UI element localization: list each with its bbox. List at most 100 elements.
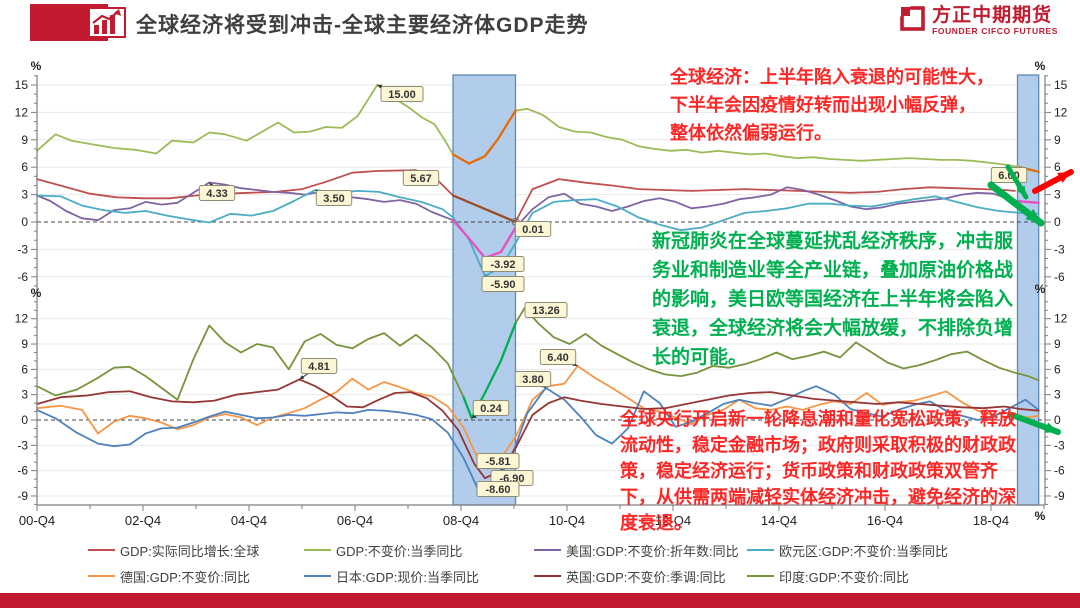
series-highlight-line — [1013, 199, 1040, 204]
y-tick-label: 9 — [1054, 133, 1061, 147]
legend-item: 英国:GDP:不变价:季调:同比 — [534, 567, 747, 586]
data-label: 15.00 — [388, 89, 416, 101]
legend-swatch — [747, 574, 774, 578]
data-label-box — [514, 221, 552, 237]
y-tick-label: 3 — [21, 388, 28, 402]
data-label-box — [476, 481, 520, 497]
y-tick-label: -3 — [1054, 242, 1065, 256]
y-tick-label: -6 — [17, 464, 28, 478]
x-tick-label: 04-Q4 — [231, 513, 267, 528]
data-label: 4.81 — [308, 361, 329, 373]
legend-swatch — [747, 548, 774, 552]
axis-unit-percent: % — [31, 286, 42, 300]
y-tick-label: 12 — [15, 312, 29, 326]
legend-label: GDP:实际同比增长:全球 — [120, 543, 260, 559]
brand: 方正中期期货 FOUNDER CIFCO FUTURES — [899, 5, 1058, 37]
y-tick-label: 6 — [21, 160, 28, 174]
legend-swatch — [304, 574, 331, 578]
legend-label: 美国:GDP:不变价:折年数:同比 — [566, 543, 739, 559]
data-label-box — [481, 256, 525, 272]
legend-item: 印度:GDP:不变价:同比 — [747, 567, 948, 586]
y-tick-label: 3 — [1054, 388, 1061, 402]
legend-swatch — [534, 574, 561, 578]
y-tick-label: -9 — [17, 489, 28, 503]
data-label: 4.33 — [206, 188, 227, 200]
data-label: 3.50 — [323, 193, 344, 205]
y-tick-label: -3 — [17, 242, 28, 256]
data-label-box — [380, 86, 424, 102]
legend-swatch — [534, 548, 561, 552]
series-line — [36, 365, 1040, 470]
data-label-box — [539, 349, 577, 365]
series-line — [36, 169, 1016, 223]
data-label: 3.80 — [522, 374, 543, 386]
legend-label: 德国:GDP:不变价:同比 — [120, 569, 251, 585]
data-label-box — [315, 190, 353, 206]
legend-label: GDP:不变价:当季同比 — [336, 543, 463, 559]
series-line — [36, 84, 1021, 169]
y-tick-label: 6 — [1054, 160, 1061, 174]
x-tick-label: 06-Q4 — [337, 513, 373, 528]
legend-label: 欧元区:GDP:不变价:当季同比 — [779, 543, 949, 559]
legend-label: 日本:GDP:现价:当季同比 — [336, 569, 480, 585]
y-tick-label: 12 — [15, 105, 29, 119]
data-label: -3.92 — [490, 259, 515, 271]
bar-chart-icon — [88, 7, 126, 38]
y-tick-label: 3 — [21, 188, 28, 202]
data-label-box — [402, 170, 440, 186]
header: 全球经济将受到冲击-全球主要经济体GDP走势 方正中期期货 FOUNDER CI… — [0, 0, 1080, 56]
x-tick-label: 12-Q4 — [655, 513, 691, 528]
y-tick-label: -6 — [1054, 464, 1065, 478]
x-tick-label: 10-Q4 — [549, 513, 585, 528]
y-tick-label: 9 — [1054, 337, 1061, 351]
data-label: 5.67 — [410, 173, 431, 185]
data-label-box — [300, 358, 338, 374]
legend-label: 英国:GDP:不变价:季调:同比 — [566, 569, 726, 585]
legend-item: 欧元区:GDP:不变价:当季同比 — [747, 541, 948, 560]
x-tick-label: 08-Q4 — [443, 513, 479, 528]
data-label-box — [481, 276, 525, 292]
legend-item: GDP:实际同比增长:全球 — [88, 541, 304, 560]
legend-swatch — [88, 548, 115, 552]
axis-unit-percent: % — [1035, 59, 1046, 73]
brand-name-en: FOUNDER CIFCO FUTURES — [932, 26, 1058, 36]
legend-item: GDP:不变价:当季同比 — [304, 541, 534, 560]
y-tick-label: 6 — [21, 362, 28, 376]
legend-label: 印度:GDP:不变价:同比 — [779, 569, 910, 585]
x-tick-label: 16-Q4 — [867, 513, 903, 528]
y-tick-label: 12 — [1054, 312, 1068, 326]
axis-unit-percent: % — [31, 59, 42, 73]
y-tick-label: 3 — [1054, 188, 1061, 202]
y-tick-label: -6 — [17, 270, 28, 284]
series-highlight-line — [451, 194, 517, 224]
y-tick-label: 15 — [1054, 78, 1068, 92]
y-tick-label: 0 — [21, 215, 28, 229]
x-tick-label: 14-Q4 — [761, 513, 797, 528]
data-label: -5.90 — [490, 279, 515, 291]
x-tick-label: 18-Q4 — [973, 513, 1009, 528]
data-label: 13.26 — [532, 305, 560, 317]
data-label-box — [524, 302, 568, 318]
y-tick-label: -3 — [17, 438, 28, 452]
data-label-box — [514, 371, 552, 387]
data-label-box — [476, 453, 520, 469]
legend-item: 日本:GDP:现价:当季同比 — [304, 567, 534, 586]
y-tick-label: -3 — [1054, 438, 1065, 452]
series-line — [36, 378, 1040, 480]
series-line — [36, 181, 1016, 259]
legend-item: 德国:GDP:不变价:同比 — [88, 567, 304, 586]
legend-swatch — [88, 574, 115, 578]
data-label-box — [198, 185, 236, 201]
data-label: -8.60 — [485, 484, 510, 496]
data-label: 6.40 — [547, 352, 568, 364]
data-label: 0.24 — [480, 403, 502, 415]
y-tick-label: 6 — [1054, 362, 1061, 376]
series-highlight-line — [462, 321, 517, 420]
brand-logo-icon — [899, 5, 925, 31]
footer-bar — [0, 593, 1080, 608]
y-tick-label: 15 — [15, 78, 29, 92]
page-title: 全球经济将受到冲击-全球主要经济体GDP走势 — [136, 14, 589, 37]
y-tick-label: -6 — [1054, 270, 1065, 284]
axis-unit-percent: % — [1035, 282, 1046, 296]
